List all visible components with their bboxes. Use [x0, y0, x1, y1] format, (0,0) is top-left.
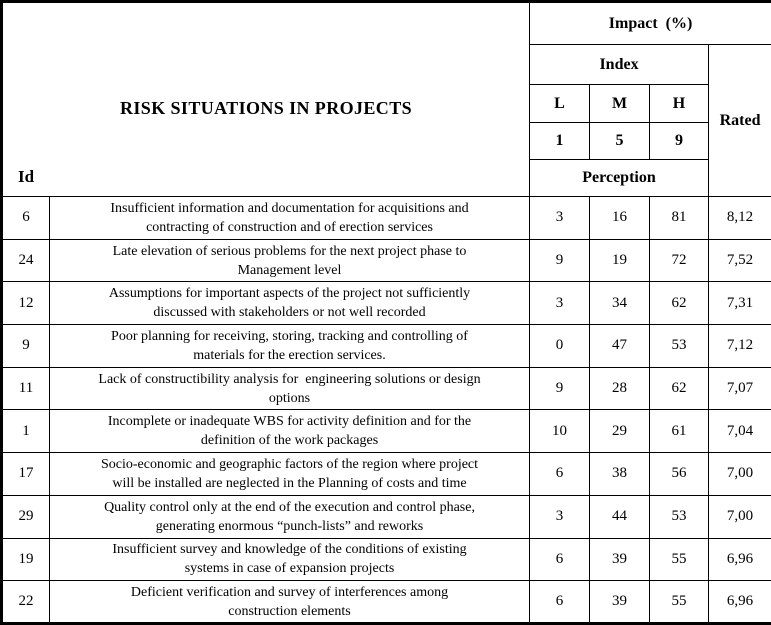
high-perception-cell: 53 — [650, 495, 709, 538]
medium-perception-cell: 39 — [590, 538, 650, 581]
high-perception-cell: 61 — [650, 410, 709, 453]
table-title: RISK SITUATIONS IN PROJECTS — [3, 80, 529, 119]
rated-value-cell: 7,31 — [709, 282, 771, 325]
table-row: 29 Quality control only at the end of th… — [2, 495, 771, 538]
high-perception-cell: 55 — [650, 581, 709, 624]
rated-value-cell: 7,00 — [709, 495, 771, 538]
low-perception-cell: 9 — [530, 367, 590, 410]
low-perception-cell: 6 — [530, 453, 590, 496]
rated-value-cell: 7,04 — [709, 410, 771, 453]
index-header: Index — [530, 45, 709, 85]
medium-perception-cell: 38 — [590, 453, 650, 496]
corner-header-cell: RISK SITUATIONS IN PROJECTS Id — [2, 2, 530, 197]
impact-percent-header: Impact (%) — [530, 2, 771, 45]
risk-description-cell: Deficient verification and survey of int… — [50, 581, 530, 624]
low-perception-cell: 0 — [530, 325, 590, 368]
table-row: 22 Deficient verification and survey of … — [2, 581, 771, 624]
risk-description-cell: Insufficient information and documentati… — [50, 197, 530, 240]
high-perception-cell: 62 — [650, 367, 709, 410]
level-value-medium: 5 — [590, 123, 650, 160]
high-perception-cell: 62 — [650, 282, 709, 325]
rated-column-header: Rated — [709, 45, 771, 197]
low-perception-cell: 10 — [530, 410, 590, 453]
medium-perception-cell: 19 — [590, 239, 650, 282]
header-row-impact: RISK SITUATIONS IN PROJECTS Id Impact (%… — [2, 2, 771, 45]
row-id-cell: 29 — [2, 495, 50, 538]
row-id-cell: 12 — [2, 282, 50, 325]
rated-value-cell: 7,52 — [709, 239, 771, 282]
medium-perception-cell: 39 — [590, 581, 650, 624]
table-row: 24 Late elevation of serious problems fo… — [2, 239, 771, 282]
row-id-cell: 19 — [2, 538, 50, 581]
rated-value-cell: 8,12 — [709, 197, 771, 240]
high-perception-cell: 81 — [650, 197, 709, 240]
medium-perception-cell: 16 — [590, 197, 650, 240]
high-perception-cell: 53 — [650, 325, 709, 368]
table-row: 11 Lack of constructibility analysis for… — [2, 367, 771, 410]
medium-perception-cell: 29 — [590, 410, 650, 453]
row-id-cell: 22 — [2, 581, 50, 624]
risk-description-cell: Insufficient survey and knowledge of the… — [50, 538, 530, 581]
row-id-cell: 9 — [2, 325, 50, 368]
medium-perception-cell: 44 — [590, 495, 650, 538]
level-header-high: H — [650, 85, 709, 123]
rated-value-cell: 6,96 — [709, 581, 771, 624]
level-header-low: L — [530, 85, 590, 123]
medium-perception-cell: 34 — [590, 282, 650, 325]
risk-description-cell: Poor planning for receiving, storing, tr… — [50, 325, 530, 368]
row-id-cell: 6 — [2, 197, 50, 240]
high-perception-cell: 56 — [650, 453, 709, 496]
low-perception-cell: 6 — [530, 538, 590, 581]
table-row: 1 Incomplete or inadequate WBS for activ… — [2, 410, 771, 453]
medium-perception-cell: 28 — [590, 367, 650, 410]
table-row: 9 Poor planning for receiving, storing, … — [2, 325, 771, 368]
medium-perception-cell: 47 — [590, 325, 650, 368]
row-id-cell: 17 — [2, 453, 50, 496]
level-value-low: 1 — [530, 123, 590, 160]
high-perception-cell: 55 — [650, 538, 709, 581]
table-row: 19 Insufficient survey and knowledge of … — [2, 538, 771, 581]
perception-header: Perception — [530, 160, 709, 197]
level-header-medium: M — [590, 85, 650, 123]
table-row: 17 Socio-economic and geographic factors… — [2, 453, 771, 496]
id-column-header: Id — [18, 167, 34, 187]
risk-description-cell: Assumptions for important aspects of the… — [50, 282, 530, 325]
row-id-cell: 11 — [2, 367, 50, 410]
low-perception-cell: 9 — [530, 239, 590, 282]
table-row: 6 Insufficient information and documenta… — [2, 197, 771, 240]
low-perception-cell: 3 — [530, 495, 590, 538]
low-perception-cell: 3 — [530, 282, 590, 325]
row-id-cell: 1 — [2, 410, 50, 453]
table-row: 12 Assumptions for important aspects of … — [2, 282, 771, 325]
rated-value-cell: 7,12 — [709, 325, 771, 368]
rated-value-cell: 7,07 — [709, 367, 771, 410]
high-perception-cell: 72 — [650, 239, 709, 282]
rated-value-cell: 7,00 — [709, 453, 771, 496]
risk-description-cell: Quality control only at the end of the e… — [50, 495, 530, 538]
low-perception-cell: 6 — [530, 581, 590, 624]
row-id-cell: 24 — [2, 239, 50, 282]
risk-description-cell: Socio-economic and geographic factors of… — [50, 453, 530, 496]
risk-description-cell: Late elevation of serious problems for t… — [50, 239, 530, 282]
rated-value-cell: 6,96 — [709, 538, 771, 581]
risk-description-cell: Lack of constructibility analysis for en… — [50, 367, 530, 410]
risk-description-cell: Incomplete or inadequate WBS for activit… — [50, 410, 530, 453]
level-value-high: 9 — [650, 123, 709, 160]
low-perception-cell: 3 — [530, 197, 590, 240]
